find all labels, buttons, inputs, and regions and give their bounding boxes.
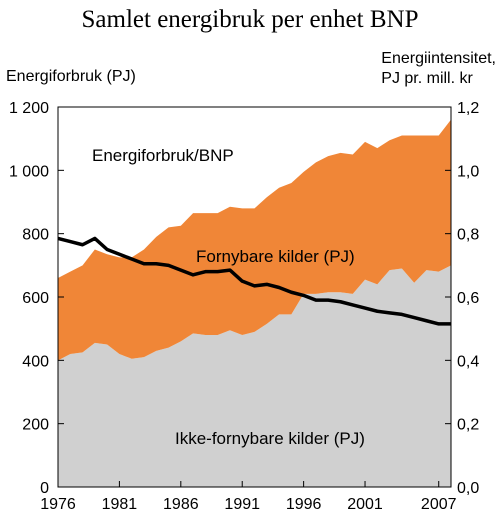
line-energy-intensity bbox=[57, 236, 451, 326]
x-tick-label: 2007 bbox=[421, 496, 457, 513]
right-tick-label: 0,2 bbox=[457, 417, 479, 434]
line-layer bbox=[57, 236, 451, 326]
left-tick-label: 1 200 bbox=[9, 100, 49, 117]
left-tick-label: 800 bbox=[22, 227, 49, 244]
tick-layer: 0 200 400 600 800 1 000 1 200 0,0 0,2 0,4 0,6 0,8 1,… bbox=[9, 100, 479, 513]
x-tick-label: 1991 bbox=[224, 496, 260, 513]
right-tick-label: 0,0 bbox=[457, 480, 479, 497]
left-tick-label: 1 000 bbox=[9, 163, 49, 180]
area-nonrenewable bbox=[58, 265, 451, 487]
x-tick-label: 2001 bbox=[347, 496, 383, 513]
x-tick-label: 1986 bbox=[163, 496, 199, 513]
right-axis-title-line2: PJ pr. mill. kr bbox=[381, 70, 473, 87]
annotation-renewable: Fornybare kilder (PJ) bbox=[196, 247, 355, 266]
x-tick-label: 1981 bbox=[102, 496, 138, 513]
right-tick-label: 1,0 bbox=[457, 163, 479, 180]
annotation-nonrenewable: Ikke-fornybare kilder (PJ) bbox=[175, 429, 365, 448]
left-axis-title: Energiforbruk (PJ) bbox=[6, 68, 136, 85]
left-tick-label: 400 bbox=[22, 353, 49, 370]
right-tick-label: 0,8 bbox=[457, 227, 479, 244]
left-tick-label: 600 bbox=[22, 290, 49, 307]
area-renewable bbox=[58, 119, 451, 361]
annotation-ratio: Energiforbruk/BNP bbox=[92, 146, 234, 165]
area-layer bbox=[58, 119, 451, 487]
x-tick-label: 1996 bbox=[286, 496, 322, 513]
chart-title: Samlet energibruk per enhet BNP bbox=[81, 6, 419, 33]
right-tick-label: 0,4 bbox=[457, 353, 479, 370]
right-tick-label: 0,6 bbox=[457, 290, 479, 307]
x-tick-label: 1976 bbox=[40, 496, 76, 513]
right-axis-title-line1: Energiintensitet, bbox=[381, 50, 496, 67]
left-tick-label: 200 bbox=[22, 417, 49, 434]
right-tick-label: 1,2 bbox=[457, 100, 479, 117]
left-tick-label: 0 bbox=[40, 480, 49, 497]
right-axis-title: Energiintensitet, PJ pr. mill. kr bbox=[381, 49, 496, 89]
